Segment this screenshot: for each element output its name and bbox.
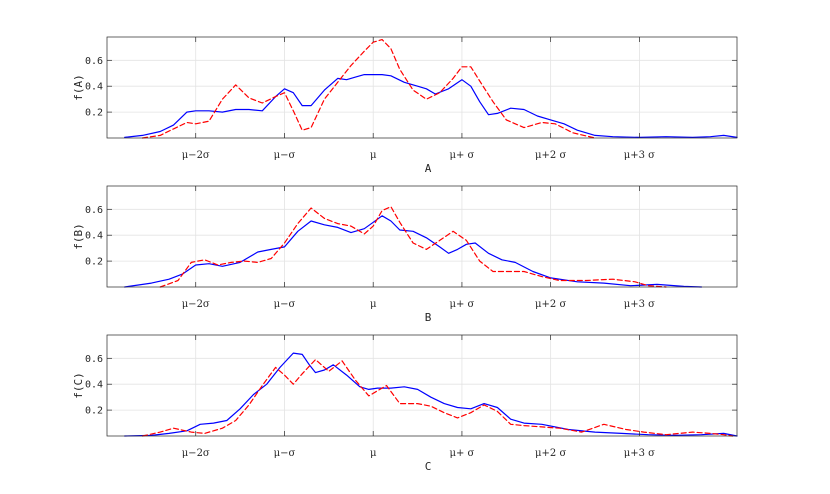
- x-tick-label: μ−σ: [274, 299, 296, 310]
- y-tick-label: 0.4: [85, 380, 103, 391]
- plot-area: [107, 186, 737, 287]
- y-tick-label: 0.2: [85, 257, 103, 268]
- x-tick-label: μ−σ: [274, 150, 296, 161]
- y-axis-label: f(C): [72, 372, 85, 399]
- plot-area: [107, 335, 737, 436]
- series-line-red-dashed: [141, 39, 596, 139]
- series-line-blue-solid: [124, 215, 703, 288]
- x-tick-label: μ+ σ: [449, 150, 474, 161]
- axes-box: [106, 36, 738, 139]
- x-tick-label: μ+ σ: [449, 299, 474, 310]
- y-tick-label: 0.4: [85, 231, 103, 242]
- x-tick-label: μ+ σ: [449, 448, 474, 459]
- y-tick-label: 0.6: [85, 205, 103, 216]
- series-line-blue-solid: [124, 352, 738, 437]
- x-tick-label: μ+2 σ: [535, 150, 566, 161]
- x-tick-label: μ+3 σ: [624, 299, 655, 310]
- y-axis-label: f(B): [72, 223, 85, 250]
- x-tick-label: μ−2σ: [182, 448, 210, 459]
- subplots: μ−2σ μ−σ μ μ+ σ μ+2 σ μ+3 σ0.20.40.6Af(A)μ−2σ…: [72, 36, 738, 473]
- chart-panel-a: μ−2σ μ−σ μ μ+ σ μ+2 σ μ+3 σ 0.2 0.4 0.6 Af(A): [72, 36, 738, 175]
- x-axis-label: A: [425, 162, 432, 175]
- y-tick-label: 0.2: [85, 108, 103, 119]
- x-tick-label: μ+2 σ: [535, 299, 566, 310]
- x-tick-label: μ+2 σ: [535, 448, 566, 459]
- x-tick-label: μ: [370, 299, 377, 310]
- x-tick-label: μ−2σ: [182, 150, 210, 161]
- x-tick-label: μ+3 σ: [624, 150, 655, 161]
- x-tick-label: μ−σ: [274, 448, 296, 459]
- x-tick-label: μ+3 σ: [624, 448, 655, 459]
- y-tick-label: 0.6: [85, 354, 103, 365]
- axes-box: [106, 334, 738, 437]
- x-tick-label: μ: [370, 150, 377, 161]
- y-tick-label: 0.6: [85, 56, 103, 67]
- y-axis-label: f(A): [72, 74, 85, 101]
- x-tick-label: μ: [370, 448, 377, 459]
- axes-box: [106, 185, 738, 288]
- chart-panel-c: μ−2σ μ−σ μ μ+ σ μ+2 σ μ+3 σ 0.2 0.4 0.6 Cf(C): [72, 334, 738, 473]
- series-line-blue-solid: [124, 74, 738, 138]
- y-tick-label: 0.4: [85, 82, 103, 93]
- x-tick-label: μ−2σ: [182, 299, 210, 310]
- chart-panel-b: μ−2σ μ−σ μ μ+ σ μ+2 σ μ+3 σ 0.2 0.4 0.6 Bf(B): [72, 185, 738, 324]
- series-line-red-dashed: [159, 206, 667, 288]
- x-axis-label: B: [425, 311, 432, 324]
- series-line-red-dashed: [141, 359, 734, 437]
- x-axis-label: C: [425, 460, 432, 473]
- y-tick-label: 0.2: [85, 406, 103, 417]
